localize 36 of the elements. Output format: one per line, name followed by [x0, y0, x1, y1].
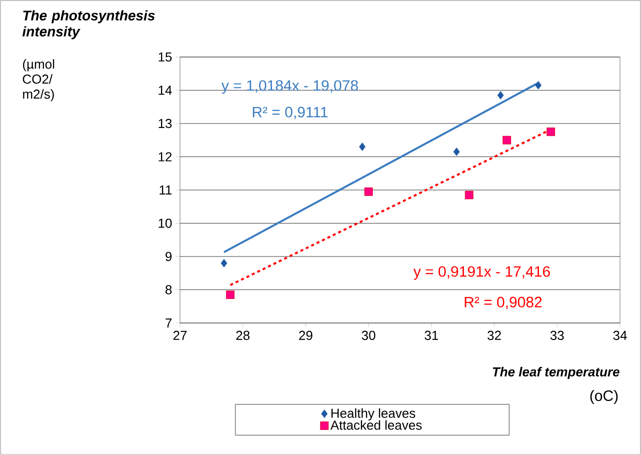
point: [497, 91, 504, 100]
point: [464, 190, 474, 200]
x-tick-label: 28: [236, 330, 250, 340]
y-tick-label: 15: [158, 52, 172, 62]
y-tick-label: 12: [158, 152, 172, 162]
y-tick-label: 13: [158, 118, 172, 128]
point: [226, 290, 234, 299]
point: [359, 142, 366, 151]
legend-label: Attacked leaves: [330, 420, 422, 430]
x-tick-label: 30: [362, 330, 376, 340]
x-tick-label: 31: [424, 330, 438, 340]
annotation: R² = 0,9082: [464, 296, 542, 310]
x-tick-label: 29: [299, 330, 312, 340]
chart-title: The photosynthesis intensity: [22, 10, 155, 40]
point: [502, 136, 512, 144]
x-tick-label: 33: [550, 330, 564, 340]
x-tick-label: 27: [173, 330, 187, 340]
point: [220, 258, 228, 268]
point: [453, 148, 460, 156]
point: [535, 81, 542, 90]
y-tick-label: 7: [166, 318, 172, 328]
y-tick-label: 10: [158, 218, 172, 228]
y-tick-label: 9: [166, 252, 172, 262]
point: [546, 128, 556, 136]
text: (oC): [590, 390, 618, 404]
x-tick-label: 32: [488, 330, 501, 340]
x-tick-label: 34: [613, 330, 627, 340]
annotation: R² = 0,9111: [252, 106, 328, 120]
y-tick-label: 14: [158, 86, 172, 95]
y-tick-label: 8: [166, 285, 172, 294]
legend-label: Healthy leaves: [331, 408, 416, 420]
y-tick-label: 11: [160, 186, 172, 194]
annotation: y = 0,9191x - 17,416: [413, 266, 550, 280]
point: [364, 187, 373, 196]
x-axis-title: The leaf temperature: [492, 366, 620, 380]
text: (µmol CO2/ m2/s): [22, 59, 54, 102]
